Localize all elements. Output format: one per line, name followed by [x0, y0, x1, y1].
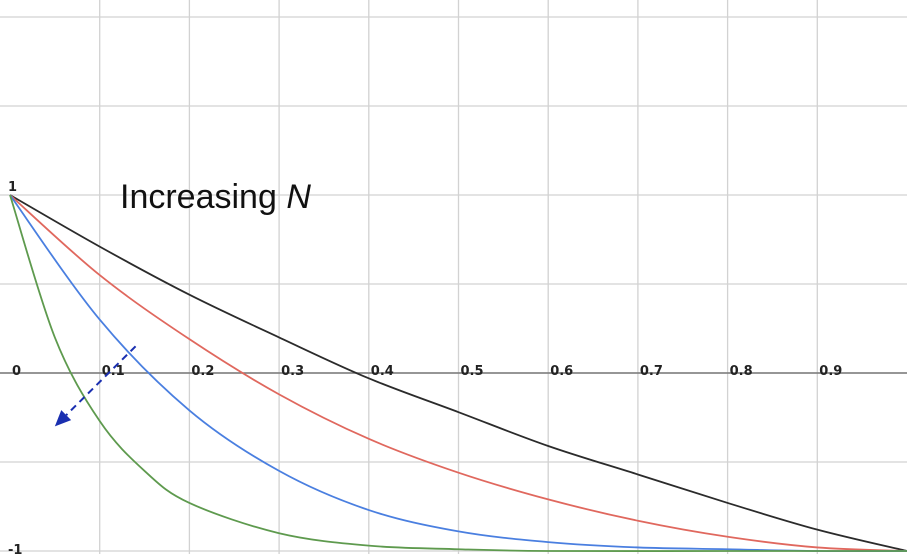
- series-line-1: [9, 194, 907, 552]
- x-tick-label: 0.1: [102, 364, 125, 379]
- x-tick-label: 0.3: [281, 364, 304, 379]
- annotation-arrowhead: [54, 410, 72, 427]
- x-tick-label: 0.5: [461, 364, 484, 379]
- x-tick-label: 0.4: [371, 364, 394, 379]
- y-tick-label: 1: [8, 180, 17, 195]
- annotation-arrow: [65, 345, 137, 416]
- y-tick-label: -1: [8, 543, 22, 554]
- series-line-3: [9, 194, 907, 553]
- x-tick-label: 0.6: [550, 364, 573, 379]
- series-line-2: [9, 194, 907, 552]
- x-tick-label: 0.2: [191, 364, 214, 379]
- series-group: [9, 194, 907, 553]
- annotation: Increasing N: [54, 178, 311, 427]
- x-tick-label: 0.7: [640, 364, 663, 379]
- annotation-text-italic: N: [286, 178, 311, 216]
- tick-labels: 0 0.1 0.2 0.3 0.4 0.5 0.6 0.7 0.8 0.9 1 -1: [8, 180, 842, 554]
- x-tick-label: 0.9: [819, 364, 842, 379]
- annotation-text: Increasing N: [120, 178, 311, 216]
- x-tick-label: 0.8: [730, 364, 753, 379]
- annotation-text-plain: Increasing: [120, 178, 286, 216]
- series-line-4: [9, 194, 907, 553]
- x-tick-label: 0: [12, 364, 21, 379]
